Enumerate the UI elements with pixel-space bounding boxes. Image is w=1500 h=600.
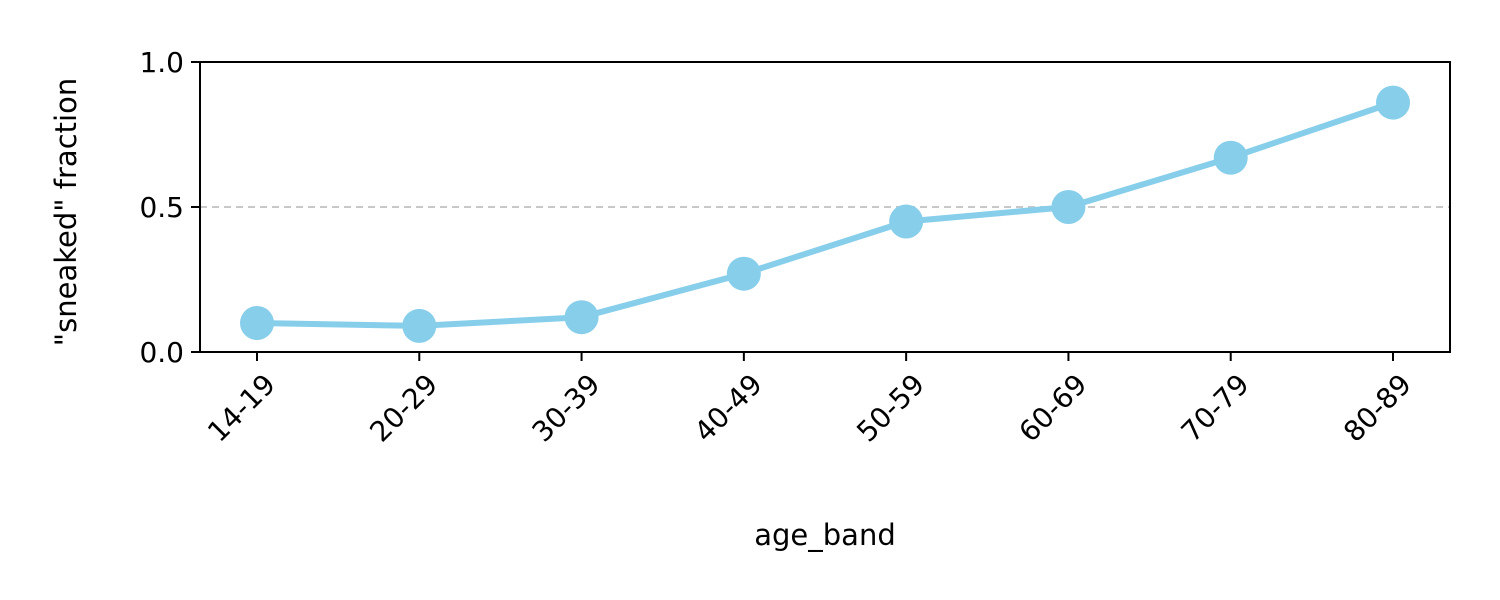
- data-point: [402, 308, 437, 343]
- x-tick-label: 70-79: [1175, 368, 1256, 449]
- y-tick-label: 0.5: [139, 191, 184, 224]
- data-point: [1051, 190, 1086, 224]
- x-tick-label: 40-49: [688, 368, 769, 449]
- data-point: [1213, 140, 1248, 175]
- data-point: [726, 256, 761, 291]
- data-point: [1376, 85, 1410, 120]
- x-tick-label: 14-19: [201, 368, 282, 449]
- data-point: [889, 204, 924, 239]
- series-line: [254, 99, 1396, 329]
- y-tick-label: 1.0: [139, 46, 184, 79]
- x-axis-label: age_band: [754, 518, 896, 552]
- y-tick-label: 0.0: [139, 336, 184, 369]
- y-axis-label: "sneaked" fraction: [49, 78, 83, 346]
- x-tick-label: 60-69: [1013, 368, 1094, 449]
- x-tick-label: 80-89: [1337, 368, 1418, 449]
- plot-area: 0.0 0.5 1.0 14-19 20-29 30-39 40-49 50-59 60-69 7…: [139, 46, 1451, 449]
- data-point: [564, 300, 599, 335]
- x-tick-label: 20-29: [363, 368, 444, 449]
- x-tick-label: 30-39: [526, 368, 607, 449]
- x-tick-label: 50-59: [850, 368, 931, 449]
- data-point: [240, 306, 274, 340]
